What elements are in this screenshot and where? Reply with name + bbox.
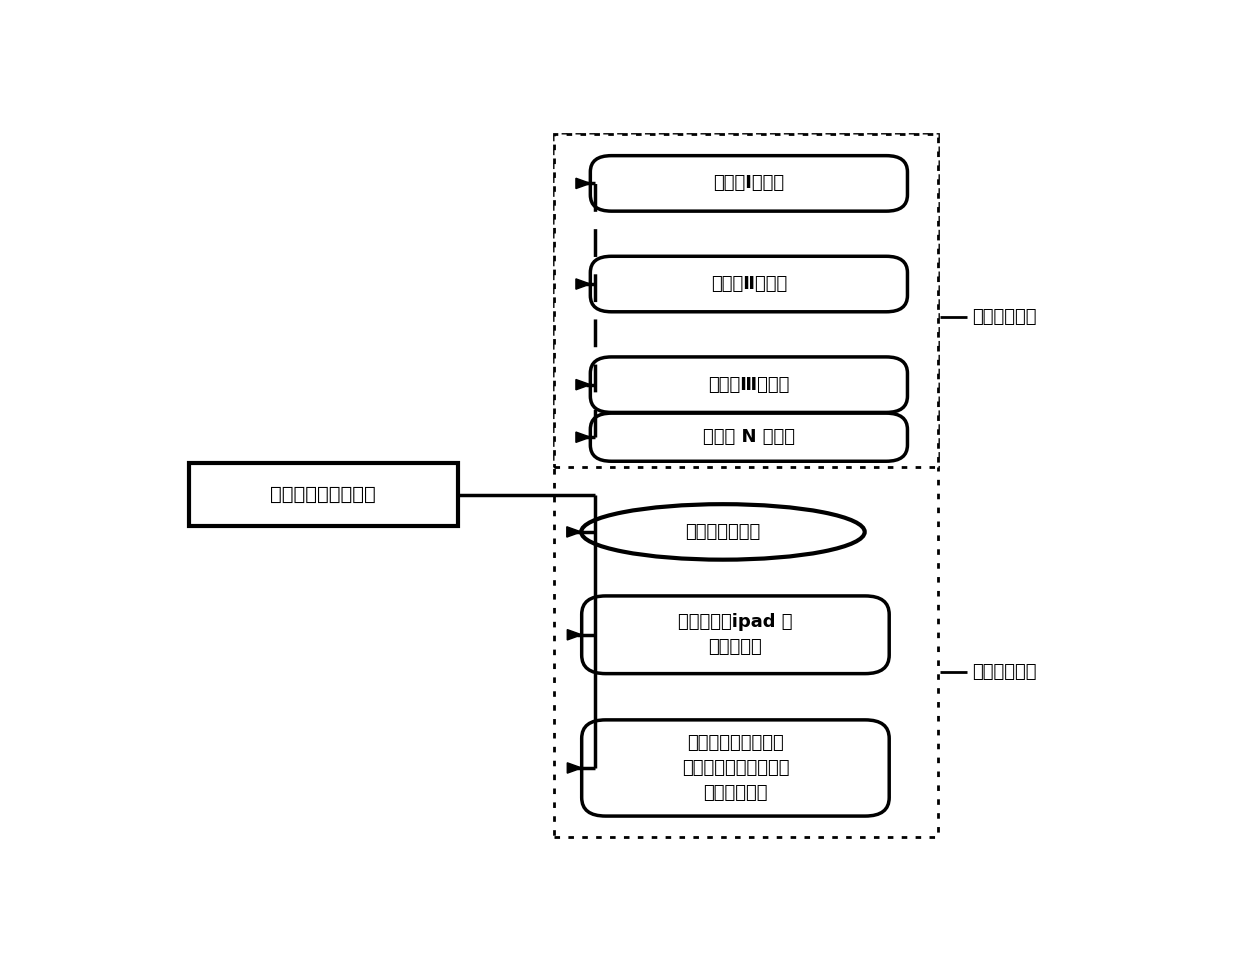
- FancyBboxPatch shape: [590, 357, 908, 412]
- Polygon shape: [567, 629, 582, 640]
- Bar: [554, 134, 939, 467]
- Polygon shape: [575, 279, 590, 289]
- Text: 数据分析及处理系统: 数据分析及处理系统: [270, 485, 376, 505]
- FancyBboxPatch shape: [590, 156, 908, 211]
- Ellipse shape: [582, 505, 864, 559]
- FancyBboxPatch shape: [582, 596, 889, 674]
- Text: 工作面Ⅲ显示屏: 工作面Ⅲ显示屏: [708, 376, 790, 394]
- FancyBboxPatch shape: [590, 413, 908, 461]
- Text: 工作面Ⅱ显示屏: 工作面Ⅱ显示屏: [711, 275, 787, 293]
- Polygon shape: [575, 178, 590, 188]
- Text: 工作面 N 显示屏: 工作面 N 显示屏: [703, 429, 795, 446]
- Text: 含监测数据、指导意
见、风险评估结果的可
被识别二维码: 含监测数据、指导意 见、风险评估结果的可 被识别二维码: [682, 734, 789, 802]
- Text: 公共区域显示屏: 公共区域显示屏: [686, 523, 760, 541]
- Text: 反向反馈显示: 反向反馈显示: [972, 308, 1037, 326]
- Text: 工作面Ⅰ显示屏: 工作面Ⅰ显示屏: [713, 174, 785, 192]
- Text: 智能手机、ipad 等
便捷式终端: 智能手机、ipad 等 便捷式终端: [678, 613, 792, 656]
- Polygon shape: [575, 432, 590, 442]
- Polygon shape: [575, 380, 590, 390]
- Bar: [554, 134, 939, 837]
- Text: 正向反馈显示: 正向反馈显示: [972, 663, 1037, 680]
- Bar: [188, 463, 458, 527]
- Polygon shape: [567, 763, 582, 774]
- Polygon shape: [567, 527, 582, 537]
- FancyBboxPatch shape: [590, 257, 908, 311]
- FancyBboxPatch shape: [582, 720, 889, 816]
